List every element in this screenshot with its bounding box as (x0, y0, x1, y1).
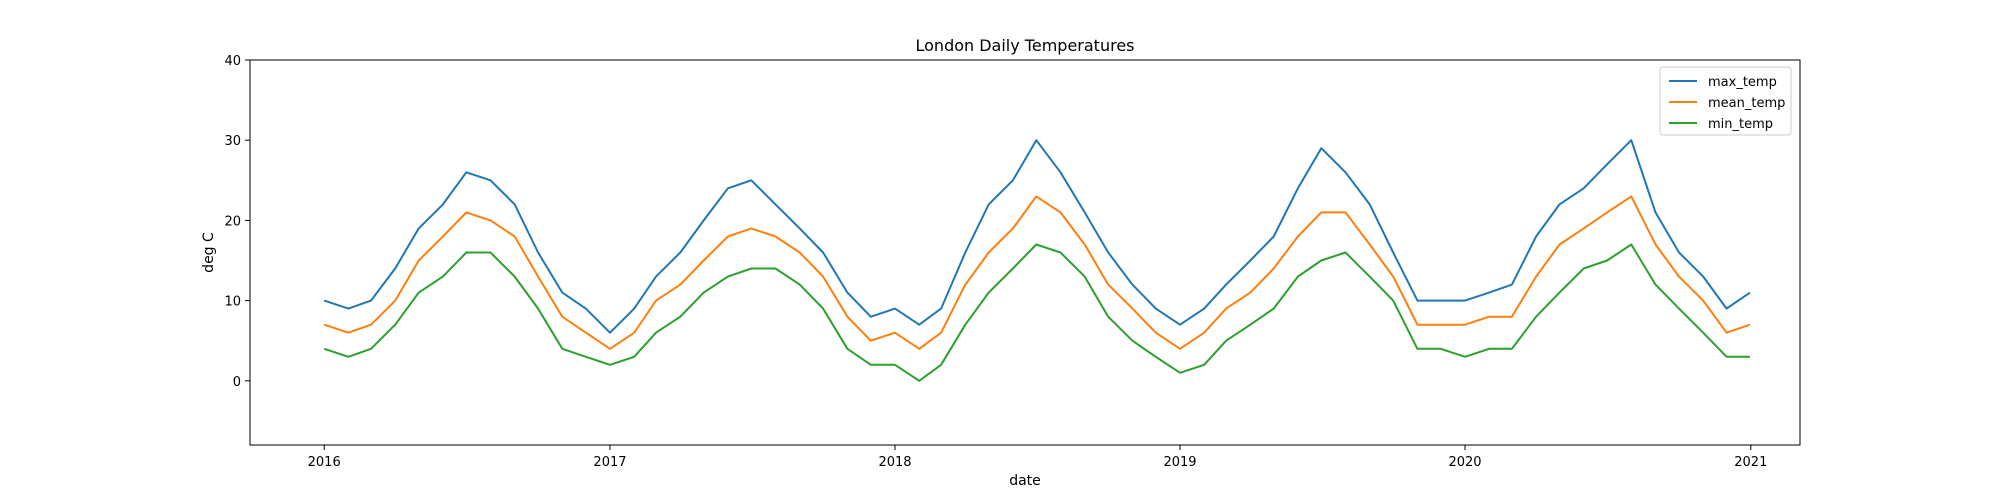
x-axis-label: date (1009, 473, 1041, 489)
legend-label: max_temp (1708, 75, 1777, 90)
x-tick-label: 2019 (1163, 455, 1196, 470)
series-line-max-temp (323, 139, 1751, 334)
chart-title: London Daily Temperatures (916, 36, 1135, 55)
series-layer (323, 139, 1751, 382)
x-tick-label: 2020 (1448, 455, 1481, 470)
legend-label: mean_temp (1708, 96, 1785, 111)
y-axis: 0 10 20 30 40 (224, 54, 250, 390)
y-tick-label: 40 (224, 54, 241, 69)
legend-label: min_temp (1708, 117, 1773, 132)
x-tick-label: 2016 (308, 455, 341, 470)
x-tick-label: 2018 (878, 455, 911, 470)
legend-box (1659, 66, 1792, 136)
series-line-mean-temp (323, 195, 1751, 350)
x-axis: 2016 2017 2018 2019 2020 2021 (308, 445, 1767, 470)
x-tick-label: 2017 (593, 455, 626, 470)
y-tick-label: 10 (224, 295, 241, 310)
y-tick-label: 0 (233, 375, 241, 390)
y-tick-label: 30 (224, 134, 241, 149)
y-axis-label: deg C (201, 232, 217, 273)
series-line-min-temp (323, 243, 1750, 382)
legend: max_temp mean_temp min_temp (1659, 66, 1792, 136)
y-tick-label: 20 (224, 214, 241, 229)
plot-frame (249, 59, 1801, 446)
x-tick-label: 2021 (1734, 455, 1767, 470)
